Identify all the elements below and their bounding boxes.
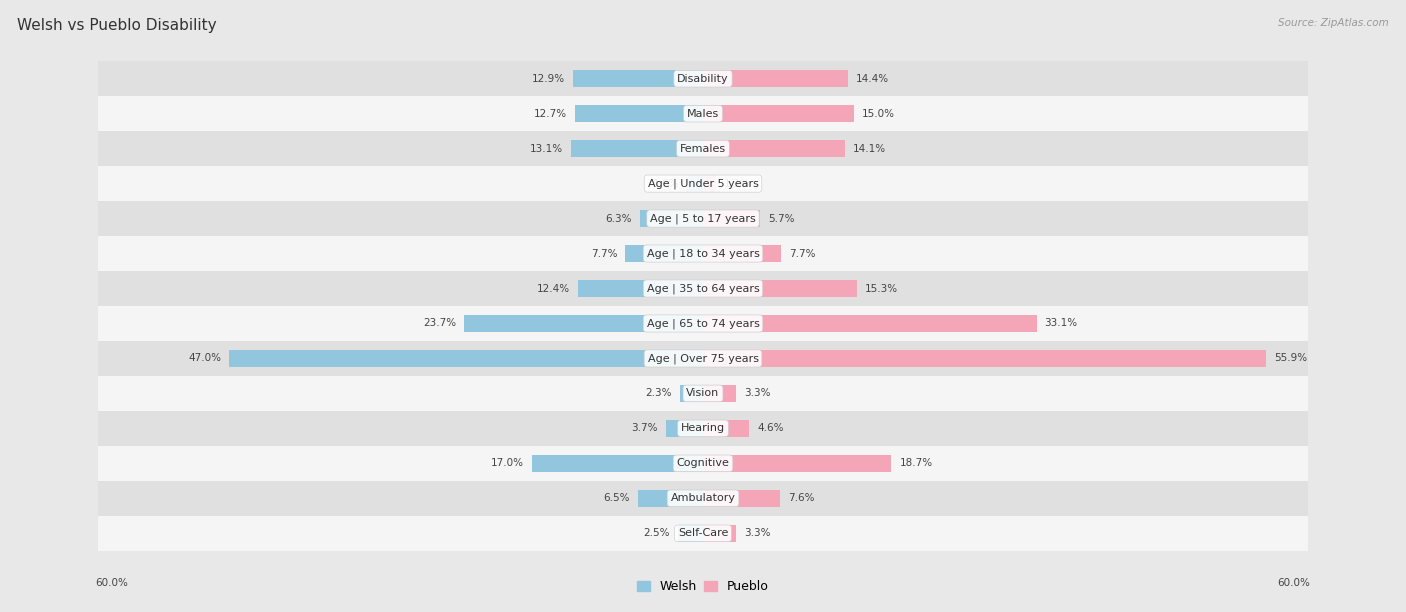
Text: 14.1%: 14.1% (853, 144, 886, 154)
Bar (681, 385, 703, 402)
Text: 5.7%: 5.7% (769, 214, 794, 223)
Bar (464, 315, 703, 332)
Bar (640, 210, 703, 227)
Text: 33.1%: 33.1% (1045, 318, 1078, 329)
Bar (703, 70, 848, 88)
Text: Males: Males (688, 109, 718, 119)
Bar (703, 140, 845, 157)
Bar (703, 280, 858, 297)
Text: 55.9%: 55.9% (1274, 354, 1308, 364)
Bar (703, 245, 780, 263)
Bar (678, 524, 703, 542)
Bar (98, 201, 1308, 236)
Text: 1.3%: 1.3% (724, 179, 751, 188)
Bar (98, 411, 1308, 446)
Bar (575, 105, 703, 122)
Text: Source: ZipAtlas.com: Source: ZipAtlas.com (1278, 18, 1389, 28)
Text: Disability: Disability (678, 73, 728, 84)
Text: 3.7%: 3.7% (631, 424, 658, 433)
Text: Self-Care: Self-Care (678, 528, 728, 539)
Bar (703, 175, 716, 192)
Text: 60.0%: 60.0% (96, 578, 128, 588)
Text: 6.3%: 6.3% (605, 214, 631, 223)
Bar (98, 96, 1308, 131)
Bar (98, 236, 1308, 271)
Text: Age | 65 to 74 years: Age | 65 to 74 years (647, 318, 759, 329)
Bar (626, 245, 703, 263)
Text: 12.9%: 12.9% (531, 73, 565, 84)
Text: 15.0%: 15.0% (862, 109, 896, 119)
Bar (574, 70, 703, 88)
Text: 7.7%: 7.7% (591, 248, 617, 258)
Text: 18.7%: 18.7% (900, 458, 932, 468)
Bar (98, 271, 1308, 306)
Bar (688, 175, 703, 192)
Bar (637, 490, 703, 507)
Text: 47.0%: 47.0% (188, 354, 221, 364)
Bar (98, 306, 1308, 341)
Bar (98, 341, 1308, 376)
Text: Age | 18 to 34 years: Age | 18 to 34 years (647, 248, 759, 259)
Text: Cognitive: Cognitive (676, 458, 730, 468)
Bar (703, 315, 1036, 332)
Text: 4.6%: 4.6% (758, 424, 785, 433)
Text: 13.1%: 13.1% (530, 144, 562, 154)
Text: Vision: Vision (686, 389, 720, 398)
Text: 2.5%: 2.5% (644, 528, 669, 539)
Text: Females: Females (681, 144, 725, 154)
Bar (703, 490, 779, 507)
Text: 17.0%: 17.0% (491, 458, 523, 468)
Bar (98, 166, 1308, 201)
Text: 7.7%: 7.7% (789, 248, 815, 258)
Text: 15.3%: 15.3% (865, 283, 898, 294)
Bar (98, 131, 1308, 166)
Bar (703, 105, 855, 122)
Text: Ambulatory: Ambulatory (671, 493, 735, 503)
Text: 6.5%: 6.5% (603, 493, 630, 503)
Text: 14.4%: 14.4% (856, 73, 889, 84)
Bar (229, 349, 703, 367)
Bar (703, 349, 1267, 367)
Bar (703, 420, 749, 437)
Bar (98, 61, 1308, 96)
Bar (531, 455, 703, 472)
Text: Age | Over 75 years: Age | Over 75 years (648, 353, 758, 364)
Bar (703, 385, 737, 402)
Text: 60.0%: 60.0% (1278, 578, 1310, 588)
Legend: Welsh, Pueblo: Welsh, Pueblo (633, 575, 773, 599)
Bar (665, 420, 703, 437)
Bar (703, 524, 737, 542)
Bar (98, 481, 1308, 516)
Text: 3.3%: 3.3% (744, 389, 770, 398)
Bar (703, 455, 891, 472)
Text: 3.3%: 3.3% (744, 528, 770, 539)
Bar (578, 280, 703, 297)
Bar (98, 516, 1308, 551)
Text: Hearing: Hearing (681, 424, 725, 433)
Bar (571, 140, 703, 157)
Text: Age | Under 5 years: Age | Under 5 years (648, 178, 758, 189)
Text: Age | 35 to 64 years: Age | 35 to 64 years (647, 283, 759, 294)
Bar (98, 376, 1308, 411)
Text: 23.7%: 23.7% (423, 318, 456, 329)
Text: Age | 5 to 17 years: Age | 5 to 17 years (650, 214, 756, 224)
Text: 12.4%: 12.4% (537, 283, 569, 294)
Bar (703, 210, 761, 227)
Text: Welsh vs Pueblo Disability: Welsh vs Pueblo Disability (17, 18, 217, 34)
Text: 7.6%: 7.6% (787, 493, 814, 503)
Text: 2.3%: 2.3% (645, 389, 672, 398)
Text: 12.7%: 12.7% (534, 109, 567, 119)
Text: 1.6%: 1.6% (652, 179, 679, 188)
Bar (98, 446, 1308, 481)
